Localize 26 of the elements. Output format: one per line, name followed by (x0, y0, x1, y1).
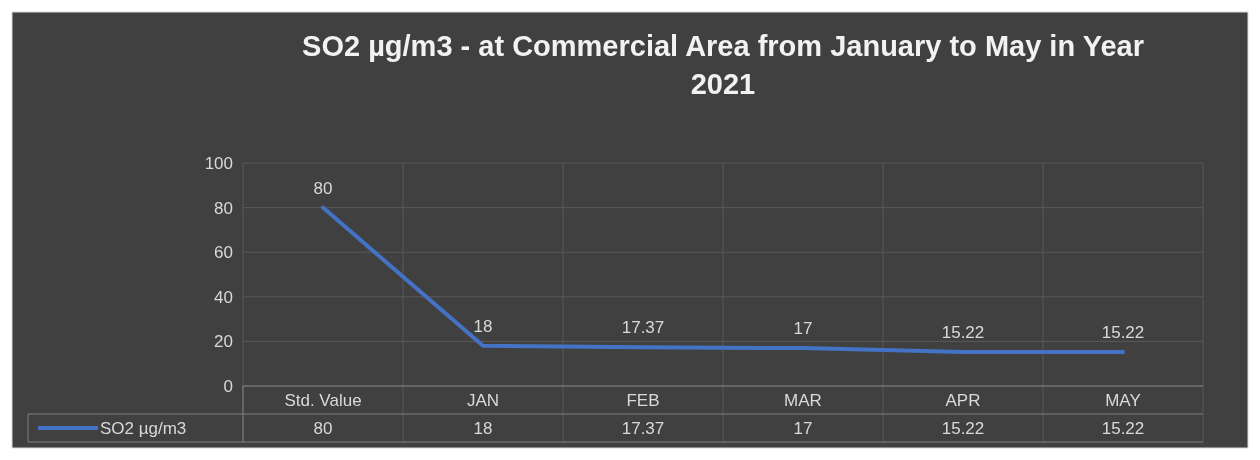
text: 17 (793, 419, 813, 438)
data-label: 17.37 (621, 318, 665, 338)
data-label: 17 (793, 319, 813, 339)
text: 18 (473, 419, 493, 438)
y-tick-label: 0 (223, 377, 233, 396)
x-tick-label: MAY (1105, 391, 1141, 410)
text: 15.22 (941, 419, 985, 438)
text: 15.22 (1101, 419, 1145, 438)
x-tick-label: Std. Value (284, 391, 362, 410)
data-label: 18 (473, 316, 493, 336)
data-label: 80 (313, 178, 333, 198)
data-label: 15.22 (941, 323, 985, 343)
legend-label: SO2 µg/m3 (100, 419, 187, 438)
y-tick-label: 100 (204, 154, 233, 173)
y-tick-label: 80 (214, 198, 233, 218)
chart-title: SO2 µg/m3 - at Commercial Area from January to May in Year 2021 (302, 30, 1144, 100)
text: 17.37 (621, 419, 665, 438)
text: 80 (313, 419, 333, 438)
x-tick-label: APR (945, 391, 981, 410)
data-label: 15.22 (1101, 323, 1145, 343)
x-tick-label: JAN (466, 391, 500, 410)
y-tick-label: 60 (214, 243, 233, 263)
x-tick-label: FEB (626, 391, 660, 410)
y-tick-label: 40 (214, 287, 233, 307)
x-tick-label: MAR (784, 391, 822, 410)
y-tick-label: 20 (214, 332, 233, 352)
